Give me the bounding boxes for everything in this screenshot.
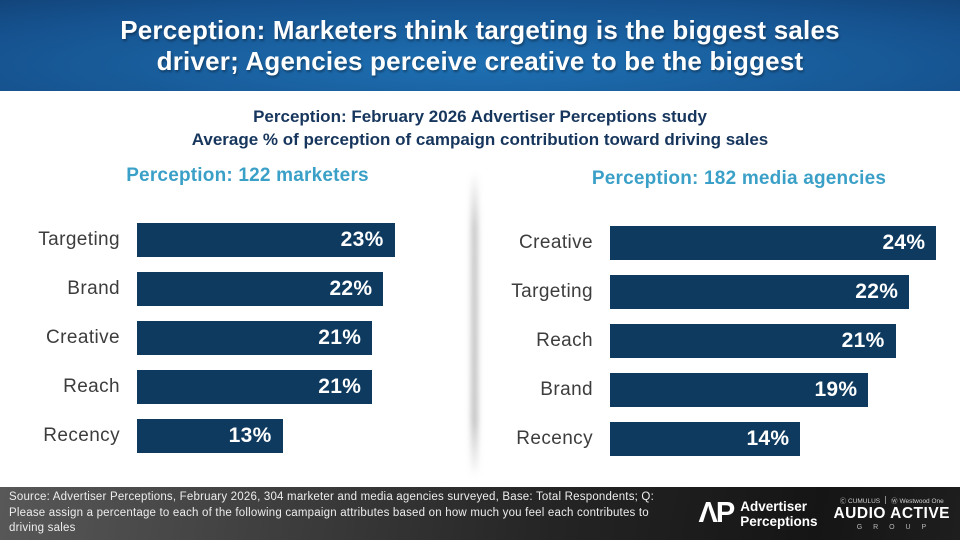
agencies-chart-panel: Perception: 182 media agencies Creative 2… — [480, 168, 953, 463]
bar-category-label: Reach — [536, 329, 593, 351]
audio-active-group-logo: Ⓒ CUMULUS Ⓦ Westwood One AUDIO ACTIVE G … — [833, 495, 950, 532]
marketers-chart-panel: Perception: 122 marketers Targeting 23% Br… — [18, 165, 417, 460]
bar-category-label: Creative — [519, 231, 593, 253]
bar-value-label: 19% — [814, 377, 858, 401]
study-subtitle-line-2: Average % of perception of campaign cont… — [191, 130, 769, 149]
bar-value-label: 13% — [228, 423, 272, 447]
bar-category-label: Targeting — [38, 228, 120, 250]
bar-value-label: 23% — [340, 227, 384, 251]
bar: 19% — [610, 372, 869, 407]
source-text: Source: Advertiser Perceptions, February… — [9, 491, 654, 535]
bar-row: Creative 24% — [480, 218, 953, 267]
chart-rows: Creative 24% Targeting 22% Reach 21% Brand 19% R… — [480, 218, 953, 463]
bar-track: 22% — [610, 274, 950, 309]
bar-value-label: 22% — [855, 279, 899, 303]
bar-category-label: Creative — [46, 326, 120, 348]
bar-value-label: 14% — [746, 426, 790, 450]
bar-category-label: Brand — [67, 277, 120, 299]
bar: 13% — [137, 418, 283, 453]
bar: 21% — [610, 323, 896, 358]
bar-row: Creative 21% — [18, 313, 417, 362]
bar: 22% — [610, 274, 910, 309]
bar-category-label: Reach — [63, 375, 120, 397]
slide-title-line-1: Perception: Marketers think targeting is… — [120, 14, 840, 45]
bar-category-label: Targeting — [511, 280, 593, 302]
ap-monogram-icon: ΛP — [698, 497, 736, 529]
bar-track: 19% — [610, 372, 950, 407]
bar-value-label: 21% — [841, 328, 885, 352]
bar-row: Reach 21% — [18, 362, 417, 411]
bar-track: 21% — [137, 369, 417, 404]
bar-category-label: Recency — [43, 424, 120, 446]
bar: 21% — [137, 320, 373, 355]
chart-rows: Targeting 23% Brand 22% Creative 21% Reach 21% R… — [18, 215, 417, 460]
logo-separator — [885, 496, 887, 504]
footer-logo-area: ΛP Advertiser Perceptions Ⓒ CUMULUS Ⓦ We… — [699, 495, 950, 532]
bar-track: 23% — [137, 222, 417, 257]
panel-divider-shadow — [471, 172, 478, 477]
footer: Source: Advertiser Perceptions, February… — [0, 487, 960, 540]
bar-track: 13% — [137, 418, 417, 453]
bar-row: Targeting 23% — [18, 215, 417, 264]
bar-value-label: 21% — [318, 325, 362, 349]
bar-track: 21% — [137, 320, 417, 355]
bar: 14% — [610, 421, 801, 456]
bar-row: Brand 22% — [18, 264, 417, 313]
bar-category-label: Brand — [540, 378, 593, 400]
chart-title: Perception: 182 media agencies — [591, 168, 887, 189]
title-bar: Perception: Marketers think targeting is… — [0, 0, 960, 91]
bar-value-label: 22% — [329, 276, 373, 300]
bar: 24% — [610, 225, 937, 260]
bar-track: 21% — [610, 323, 950, 358]
chart-title: Perception: 122 marketers — [126, 165, 369, 186]
advertiser-perceptions-logo: ΛP Advertiser Perceptions — [699, 499, 818, 529]
slide-title-line-2: driver; Agencies perceive creative to be… — [156, 45, 804, 76]
bar-row: Targeting 22% — [480, 267, 953, 316]
bar: 21% — [137, 369, 373, 404]
bar-track: 22% — [137, 271, 417, 306]
parent-brand-logos: Ⓒ CUMULUS Ⓦ Westwood One — [840, 495, 944, 505]
westwood-one-logo: Ⓦ Westwood One — [891, 498, 944, 505]
bar: 22% — [137, 271, 384, 306]
study-subtitle-line-1: Perception: February 2026 Advertiser Per… — [253, 107, 707, 126]
bar: 23% — [137, 222, 395, 257]
audio-active-wordmark: AUDIO ACTIVE — [833, 505, 950, 522]
bar-row: Recency 13% — [18, 411, 417, 460]
audio-active-group-label: G R O U P — [856, 524, 931, 531]
cumulus-media-logo: Ⓒ CUMULUS — [839, 498, 881, 505]
bar-value-label: 24% — [882, 230, 926, 254]
bar-value-label: 21% — [318, 374, 362, 398]
bar-track: 24% — [610, 225, 950, 260]
study-subtitle: Perception: February 2026 Advertiser Per… — [0, 105, 960, 151]
ap-wordmark-line-1: Advertiser — [740, 498, 807, 514]
bar-row: Recency 14% — [480, 414, 953, 463]
advertiser-perceptions-wordmark: Advertiser Perceptions — [740, 499, 817, 529]
bar-category-label: Recency — [516, 427, 593, 449]
bar-track: 14% — [610, 421, 950, 456]
bar-row: Brand 19% — [480, 365, 953, 414]
bar-row: Reach 21% — [480, 316, 953, 365]
ap-wordmark-line-2: Perceptions — [740, 513, 818, 529]
